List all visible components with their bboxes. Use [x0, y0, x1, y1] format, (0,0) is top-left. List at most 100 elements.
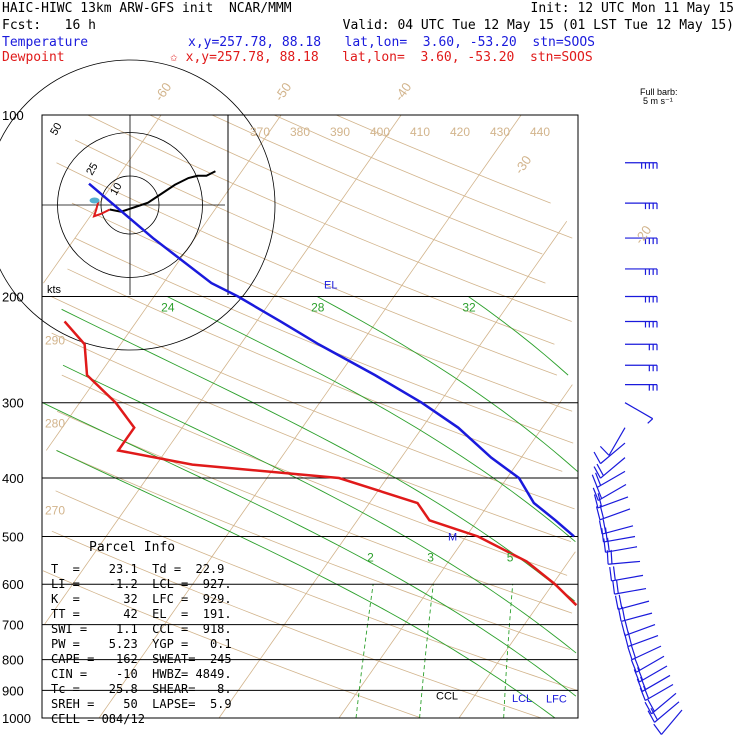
theta-label: 390	[330, 125, 350, 139]
dewpoint-legend: Dewpoint	[2, 50, 65, 65]
init-time: Init: 12 UTC Mon 11 May 15	[530, 1, 735, 16]
wind-barb-staff	[635, 655, 665, 673]
wind-barb-flag	[597, 493, 603, 507]
theta-label: 440	[530, 125, 550, 139]
wind-barb-staff	[651, 692, 677, 715]
wind-barb	[614, 594, 650, 610]
mixing-ratio-label: 2	[367, 550, 374, 564]
dry-adiabat-line	[42, 570, 422, 719]
wind-barb-flag	[601, 528, 605, 543]
wind-barb	[625, 364, 658, 372]
dry-adiabat-line	[336, 114, 551, 204]
wind-barb-flag	[596, 463, 604, 477]
wind-barb-flag	[618, 594, 623, 609]
wind-barb-staff	[617, 600, 650, 610]
moist-adiabat-line	[166, 296, 576, 543]
dewpoint-station-info: ✩ x,y=257.78, 88.18 lat,lon= 3.60, -53.2…	[170, 50, 593, 65]
wind-barb	[625, 237, 658, 245]
isotherm-label: -50	[271, 80, 294, 104]
wind-barb-flag	[637, 667, 644, 681]
wind-barb-flag	[596, 485, 603, 499]
isotherm-line	[98, 114, 522, 719]
wind-barb	[639, 684, 674, 702]
moist-adiabat-line	[56, 450, 556, 719]
wind-barbs	[591, 162, 683, 735]
moist-adiabat-lines	[42, 296, 578, 719]
wind-barb-flag	[606, 550, 609, 565]
theta-label: 420	[450, 125, 470, 139]
forecast-hour: Fcst: 16 h	[2, 18, 96, 33]
dry-adiabat-line	[51, 332, 572, 543]
wind-barb-flag	[595, 472, 602, 486]
dry-adiabat-line	[56, 450, 570, 650]
wind-barb	[593, 493, 629, 509]
wind-barb-flag	[623, 632, 629, 647]
moist-adiabat-label: 28	[311, 301, 325, 315]
moist-adiabat-line	[468, 296, 569, 376]
parcel-info-row: LI = -1.2 LCL = 927.	[51, 577, 232, 591]
wind-barb	[620, 620, 656, 637]
temperature-station-info: x,y=257.78, 88.18 lat,lon= 3.60, -53.20 …	[188, 35, 595, 50]
wind-barb-staff	[627, 635, 659, 648]
isotherm-line	[218, 220, 568, 719]
dry-adiabat-line	[56, 162, 558, 376]
moist-adiabat-line	[316, 296, 578, 472]
isotherm-label: -20	[631, 223, 654, 247]
wind-barb-staff	[614, 587, 647, 595]
wind-barb	[623, 631, 659, 648]
wind-barb-staff	[620, 612, 653, 622]
wind-barb-flag	[612, 580, 616, 595]
dry-adiabat-line	[50, 296, 575, 510]
isotherm-label: -40	[391, 80, 414, 104]
wind-barb-flag	[627, 646, 633, 660]
wind-barb	[603, 537, 638, 553]
barb-legend-line1: Full barb:	[640, 87, 678, 97]
dewpoint-profile	[63, 320, 578, 607]
moist-adiabat-line	[42, 402, 577, 697]
plot-border	[41, 114, 579, 719]
dry-adiabat-line	[273, 114, 573, 239]
wind-barb-staff	[644, 684, 674, 702]
wind-barb	[633, 665, 668, 683]
chart-labels: 100 200 300 400 500 600 700 800 900 1000 -60 -50 -40…	[2, 80, 654, 726]
wind-barb-flag	[617, 607, 622, 622]
theta-label: 380	[290, 125, 310, 139]
wind-barb-flag	[604, 527, 608, 542]
moist-adiabat-label: 32	[462, 301, 476, 315]
wind-barb-flag	[644, 701, 653, 715]
hodograph-ring	[0, 59, 276, 351]
pressure-tick-label: 200	[2, 290, 24, 305]
wind-barb-flag	[595, 506, 601, 520]
wind-barb-flag	[647, 418, 654, 424]
wind-barb-flag	[643, 685, 650, 699]
pressure-tick-label: 900	[2, 683, 24, 698]
wind-barb	[625, 384, 658, 391]
dry-adiabat-line	[211, 114, 543, 255]
wind-barb	[625, 343, 658, 351]
wind-barb-staff	[660, 709, 683, 735]
wind-barb	[591, 470, 626, 488]
theta-label: 370	[250, 125, 270, 139]
wind-barb-staff	[601, 525, 634, 535]
pressure-tick-label: 100	[2, 108, 24, 123]
wind-barb-staff	[600, 457, 626, 479]
wind-barb-flag	[630, 644, 637, 659]
wind-barb-flag	[615, 579, 619, 594]
wind-barb	[630, 655, 665, 673]
wind-barb-flag	[630, 659, 637, 673]
temperature-profile	[88, 182, 575, 538]
pressure-tick-label: 500	[2, 529, 24, 544]
wind-barb-staff	[608, 560, 641, 565]
el-label: EL	[324, 279, 337, 291]
hodograph-ring-label: 25	[84, 161, 101, 178]
wind-barb-staff	[638, 665, 668, 683]
pressure-tick-label: 300	[2, 396, 24, 411]
hodograph-start-marker	[89, 197, 100, 204]
wind-barb	[593, 442, 626, 465]
wind-barb-flag	[647, 710, 656, 723]
wind-barb	[625, 295, 658, 303]
wind-barb-staff	[597, 496, 629, 509]
wind-barb-staff	[624, 624, 656, 637]
wind-barb-flag	[639, 687, 646, 701]
